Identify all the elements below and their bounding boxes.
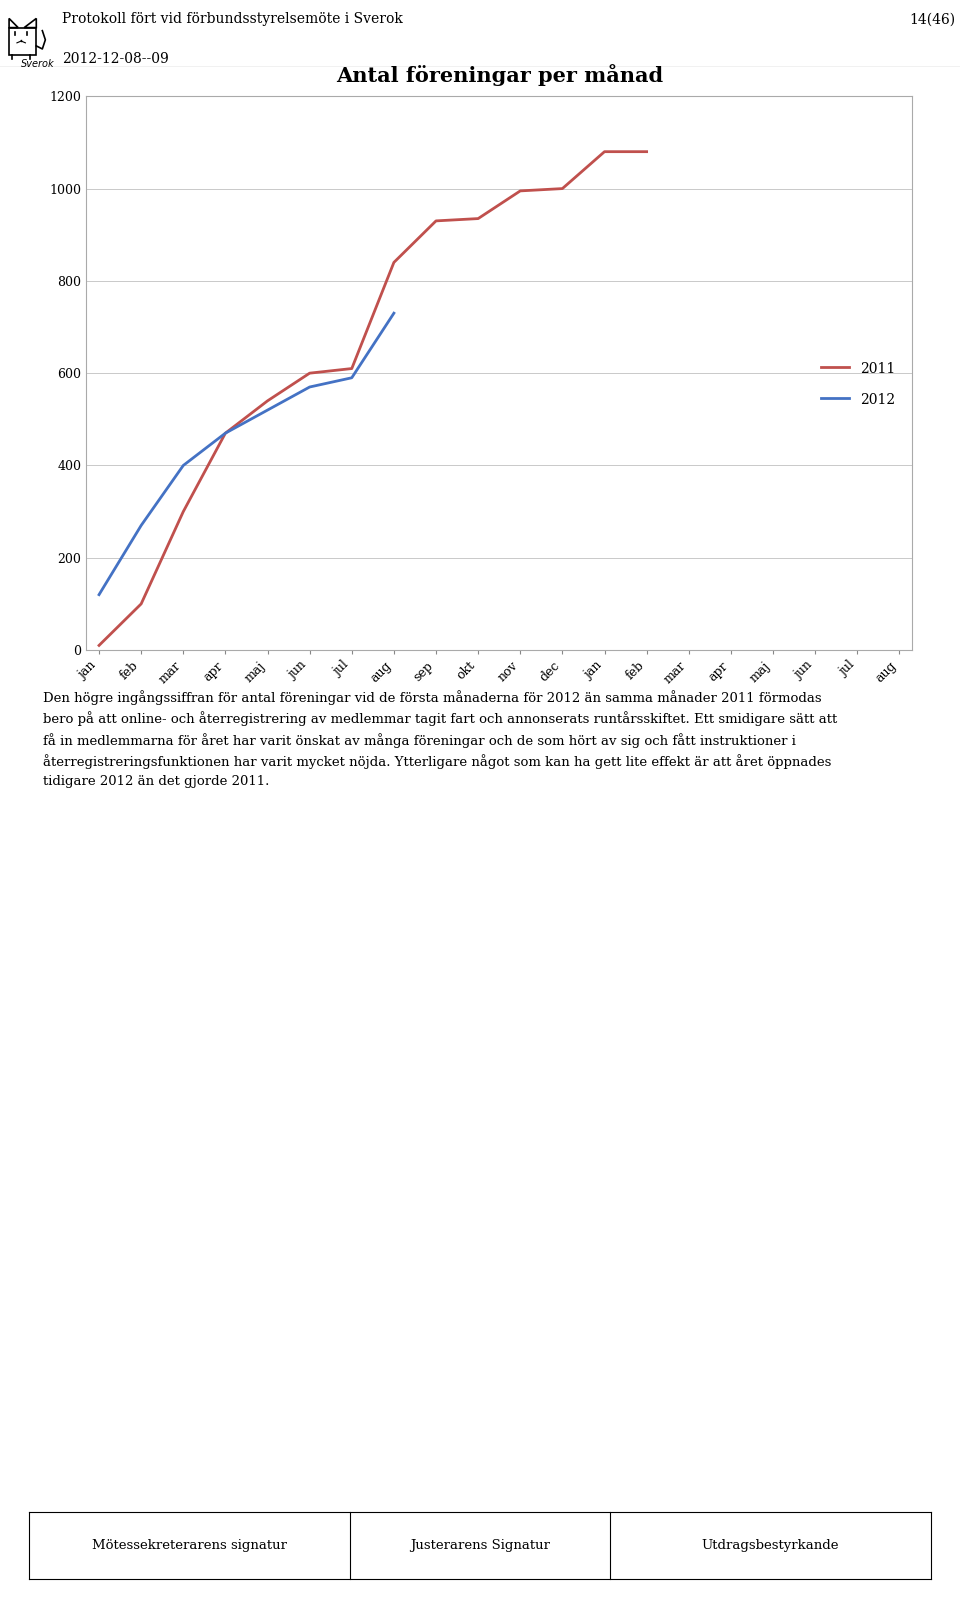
Text: Justerarens Signatur: Justerarens Signatur (410, 1539, 550, 1552)
Text: 14(46): 14(46) (909, 13, 955, 26)
Polygon shape (9, 18, 18, 27)
Text: Sverok: Sverok (21, 59, 55, 69)
Text: 2012-12-08--09: 2012-12-08--09 (62, 51, 169, 66)
Polygon shape (24, 18, 36, 27)
Bar (9, 27, 36, 55)
Text: Utdragsbestyrkande: Utdragsbestyrkande (702, 1539, 839, 1552)
Text: Mötessekreterarens signatur: Mötessekreterarens signatur (92, 1539, 287, 1552)
Legend: 2011, 2012: 2011, 2012 (816, 356, 900, 412)
Text: Protokoll fört vid förbundsstyrelsemöte i Sverok: Protokoll fört vid förbundsstyrelsemöte … (62, 13, 403, 26)
Title: Antal föreningar per månad: Antal föreningar per månad (336, 64, 662, 87)
Text: Den högre ingångssiffran för antal föreningar vid de första månaderna för 2012 ä: Den högre ingångssiffran för antal fören… (43, 690, 837, 788)
